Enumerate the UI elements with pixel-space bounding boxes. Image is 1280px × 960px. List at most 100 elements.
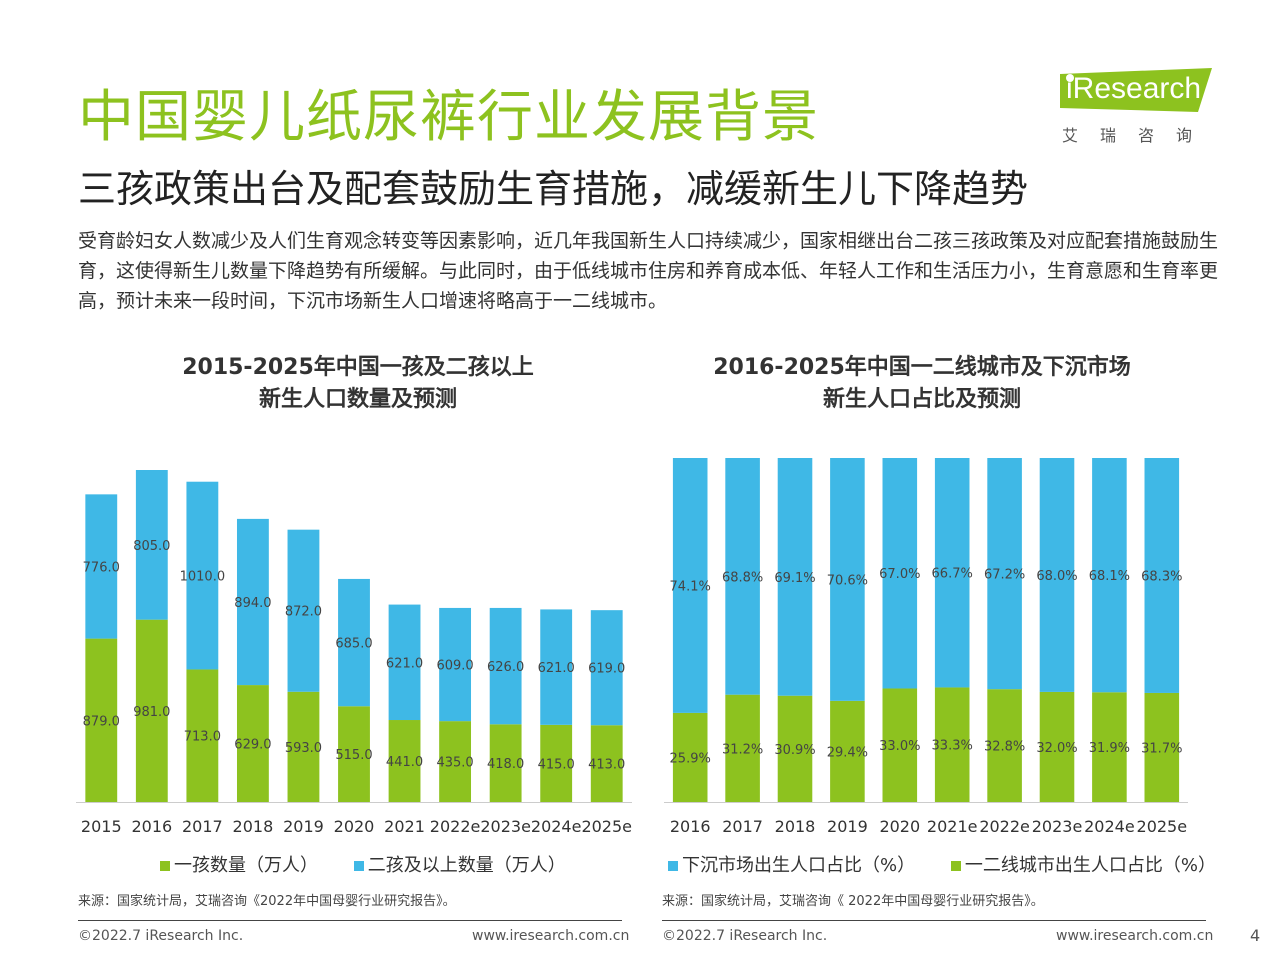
- chart1-bar-2017-green: [186, 669, 219, 802]
- right-copyright: ©2022.7 iResearch Inc.: [662, 928, 828, 944]
- left-website: www.iresearch.com.cn: [472, 928, 630, 944]
- chart2-bar-2016-blue: [672, 458, 708, 713]
- chart2-tick-2018: 2018: [775, 817, 816, 836]
- chart2-label-2020-green: 33.0%: [879, 739, 920, 754]
- chart2-label-2018-green: 30.9%: [774, 743, 815, 758]
- chart2-tick-2019: 2019: [827, 817, 868, 836]
- chart1-title-line1: 2015-2025年中国一孩及二孩以上: [182, 355, 534, 380]
- chart1-label-2015-blue: 776.0: [83, 560, 120, 575]
- chart2-tick-2020: 2020: [879, 817, 920, 836]
- chart2-tick-2022e: 2022e: [979, 817, 1030, 836]
- chart2-bar-2021e-blue: [934, 458, 970, 688]
- chart2-legend-item-1: 下沉市场出生人口占比（%）: [668, 851, 915, 877]
- chart2-bar-2020-green: [882, 688, 918, 802]
- chart1-bar-2018-blue: [236, 518, 269, 686]
- chart1-legend: 一孩数量（万人） 二孩及以上数量（万人）: [160, 851, 596, 877]
- left-copyright: ©2022.7 iResearch Inc.: [78, 928, 244, 944]
- chart2-label-2021e-green: 33.3%: [932, 739, 973, 754]
- chart2-bar-2024e-green: [1092, 692, 1127, 802]
- chart2-label-2020-blue: 67.0%: [879, 567, 920, 582]
- legend-swatch-green: [160, 861, 170, 871]
- chart2-tick-2016: 2016: [670, 817, 711, 836]
- chart2-bar-2023e-blue: [1039, 458, 1075, 692]
- chart1-bar-2024e-green: [540, 724, 573, 802]
- chart1-label-2021-blue: 621.0: [386, 656, 423, 671]
- chart1-bar-2023e-green: [489, 724, 522, 802]
- chart1-title-line2: 新生人口数量及预测: [258, 387, 457, 412]
- page-title: 中国婴儿纸尿裤行业发展背景: [78, 85, 819, 150]
- chart2-bar-2021e-green: [934, 687, 970, 802]
- chart2-label-2021e-blue: 66.7%: [932, 567, 973, 582]
- right-website: www.iresearch.com.cn: [1056, 928, 1214, 944]
- chart1-legend-item-1: 一孩数量（万人）: [160, 851, 318, 877]
- legend-swatch-blue: [353, 861, 364, 871]
- chart2-label-2025e-green: 31.7%: [1141, 741, 1182, 756]
- chart1-bar-2021-green: [388, 720, 421, 802]
- chart2-label-2022e-green: 32.8%: [984, 740, 1025, 755]
- chart1-label-2025e-green: 413.0: [588, 758, 625, 773]
- logo-brand: iResearch: [1066, 72, 1202, 105]
- chart2-label-2024e-blue: 68.1%: [1089, 569, 1130, 584]
- chart1-bar-2016-green: [135, 619, 168, 802]
- chart2-label-2018-blue: 69.1%: [774, 571, 815, 586]
- chart1-bar-2022e-blue: [439, 607, 472, 722]
- chart2-label-2017-blue: 68.8%: [722, 570, 763, 585]
- chart1-bar-2020-green: [338, 706, 370, 802]
- chart2-title: 2016-2025年中国一二线城市及下沉市场 新生人口占比及预测: [662, 352, 1182, 416]
- chart2-bar-2024e-blue: [1092, 458, 1127, 693]
- chart2-bar-2025e-green: [1144, 692, 1180, 802]
- chart2-label-2016-green: 25.9%: [670, 751, 711, 766]
- chart2-bar-2019-blue: [830, 458, 865, 701]
- chart2-label-2019-blue: 70.6%: [827, 573, 868, 588]
- chart1-label-2021-green: 441.0: [386, 755, 423, 770]
- chart2-legend-label-2: 一二线城市出生人口占比（%）: [964, 855, 1216, 876]
- left-footer-divider: [78, 920, 622, 921]
- chart2-tick-2024e: 2024e: [1084, 817, 1135, 836]
- logo-sub: 艾瑞咨询: [1062, 126, 1215, 145]
- chart1-bar-2015-blue: [85, 494, 118, 639]
- chart1-tick-2016: 2016: [131, 817, 172, 836]
- page-subtitle: 三孩政策出台及配套鼓励生育措施，减缓新生儿下降趋势: [78, 167, 1029, 211]
- chart1-label-2019-green: 593.0: [285, 741, 322, 756]
- chart1-bar-2017-blue: [186, 481, 219, 670]
- chart2-label-2023e-green: 32.0%: [1036, 741, 1077, 756]
- chart1-tick-2015: 2015: [81, 817, 122, 836]
- chart1-label-2015-green: 879.0: [83, 714, 120, 729]
- chart2-label-2017-green: 31.2%: [722, 742, 763, 757]
- chart1-bar-2025e-blue: [590, 610, 623, 726]
- chart1-label-2016-blue: 805.0: [133, 539, 170, 554]
- chart1-bar-2016-blue: [135, 470, 168, 620]
- chart1-tick-2025e: 2025e: [581, 817, 632, 836]
- chart2-legend: 下沉市场出生人口占比（%） 一二线城市出生人口占比（%）: [668, 851, 1246, 877]
- chart1-tick-2019: 2019: [283, 817, 324, 836]
- chart1-label-2020-green: 515.0: [335, 748, 372, 763]
- chart2-label-2025e-blue: 68.3%: [1141, 569, 1182, 584]
- chart1-label-2017-green: 713.0: [184, 730, 221, 745]
- chart2-tick-2021e: 2021e: [927, 817, 978, 836]
- chart2-bar-2025e-blue: [1144, 458, 1180, 693]
- chart2-label-2022e-blue: 67.2%: [984, 568, 1025, 583]
- chart1-bar-2025e-green: [590, 725, 623, 802]
- chart2-label-2024e-green: 31.9%: [1089, 741, 1130, 756]
- chart1-bar-2024e-blue: [540, 609, 573, 725]
- chart1-bar-2023e-blue: [489, 607, 522, 725]
- legend-swatch-blue: [668, 861, 678, 871]
- chart2-label-2019-green: 29.4%: [827, 745, 868, 760]
- chart2-tick-2025e: 2025e: [1137, 817, 1188, 836]
- chart2-bar-2018-green: [777, 695, 813, 802]
- chart2-tick-2023e: 2023e: [1032, 817, 1083, 836]
- logo-banner-icon: [1060, 68, 1212, 112]
- chart2-legend-item-2: 一二线城市出生人口占比（%）: [950, 851, 1216, 877]
- chart1-tick-2020: 2020: [334, 817, 375, 836]
- chart2-tick-2017: 2017: [722, 817, 763, 836]
- chart1-bar-2022e-green: [439, 721, 472, 802]
- chart1-label-2019-blue: 872.0: [285, 605, 322, 620]
- chart1-title: 2015-2025年中国一孩及二孩以上 新生人口数量及预测: [78, 352, 638, 416]
- page-number: 4: [1250, 926, 1261, 945]
- chart2-label-2023e-blue: 68.0%: [1036, 569, 1077, 584]
- chart1-tick-2018: 2018: [233, 817, 274, 836]
- chart1-label-2016-green: 981.0: [133, 705, 170, 720]
- chart1-tick-2021: 2021: [384, 817, 425, 836]
- iresearch-logo: iResearch 艾瑞咨询: [1060, 68, 1230, 148]
